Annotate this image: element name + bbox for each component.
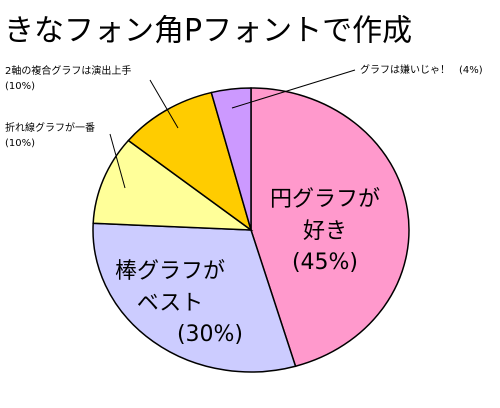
value-label: (30%) bbox=[177, 322, 243, 347]
value-label: (10%) bbox=[5, 138, 35, 149]
slice-label: 好き bbox=[303, 219, 347, 244]
leader-line bbox=[231, 69, 356, 109]
slice-label: 2軸の複合グラフは演出上手 bbox=[5, 64, 131, 77]
pie-slice bbox=[92, 222, 297, 373]
slice-label: グラフは嫌いじゃ！ bbox=[360, 63, 450, 76]
pie-slice bbox=[210, 87, 252, 231]
slice-label: ベスト bbox=[137, 291, 203, 316]
value-label: (4%) bbox=[459, 65, 483, 76]
slice-label: 円グラフが bbox=[270, 187, 380, 212]
slice-label: 折れ線グラフが一番 bbox=[5, 121, 95, 134]
leader-lines bbox=[109, 69, 356, 189]
chart-title: きなフォン角Pフォントで作成 bbox=[4, 14, 412, 49]
pie-slice bbox=[127, 91, 253, 232]
value-label: (10%) bbox=[5, 81, 35, 92]
leader-line bbox=[149, 79, 179, 129]
pie-slice bbox=[250, 87, 410, 368]
value-label: (45%) bbox=[292, 250, 358, 275]
leader-line bbox=[109, 133, 126, 189]
pie-slice bbox=[92, 139, 254, 231]
slice-label: 棒グラフが bbox=[115, 259, 225, 284]
